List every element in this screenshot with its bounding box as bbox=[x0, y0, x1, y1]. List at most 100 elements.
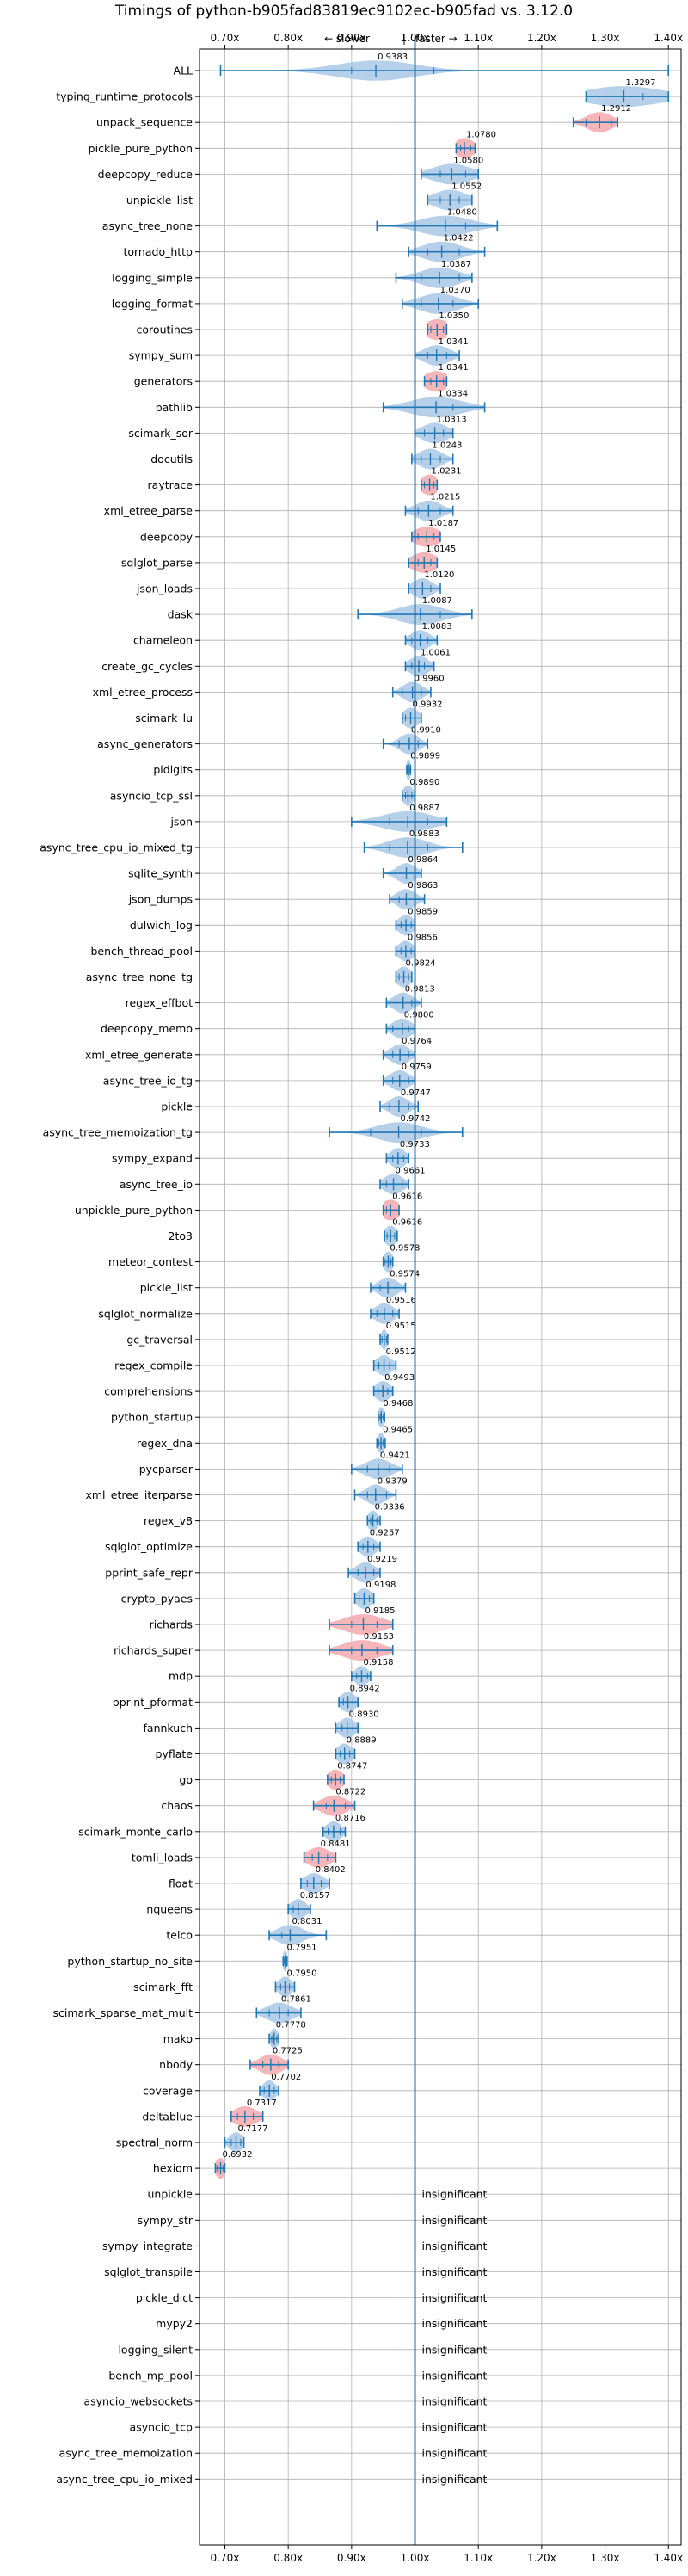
mean-value-label: 0.9379 bbox=[378, 1477, 408, 1487]
mean-value-label: 0.8716 bbox=[335, 1814, 366, 1823]
benchmark-label: hexiom bbox=[153, 2162, 193, 2175]
benchmark-label: pathlib bbox=[156, 401, 193, 414]
mean-value-label: 0.9219 bbox=[367, 1555, 397, 1564]
x-tick-label-bottom: 1.10x bbox=[464, 2552, 493, 2564]
x-tick-label-top: 1.10x bbox=[464, 32, 493, 44]
benchmark-label: nqueens bbox=[146, 1903, 193, 1916]
mean-value-label: 0.9163 bbox=[364, 1632, 394, 1642]
benchmark-label: meteor_contest bbox=[108, 1255, 193, 1268]
benchmark-label: comprehensions bbox=[104, 1385, 193, 1398]
benchmark-label: async_tree_none_tg bbox=[86, 971, 193, 983]
mean-value-label: 0.9421 bbox=[380, 1451, 410, 1460]
mean-value-label: 0.9863 bbox=[408, 881, 438, 891]
benchmark-label: tornado_http bbox=[123, 245, 193, 258]
benchmark-label: pprint_pformat bbox=[113, 1696, 193, 1709]
mean-value-label: 0.7177 bbox=[238, 2124, 268, 2134]
x-tick-label-top: 1.20x bbox=[527, 32, 556, 44]
benchmark-label: python_startup bbox=[111, 1411, 193, 1424]
mean-value-label: 0.7317 bbox=[247, 2098, 277, 2108]
benchmark-label: telco bbox=[166, 1929, 193, 1942]
benchmark-label: spectral_norm bbox=[116, 2136, 193, 2149]
mean-value-label: 0.9616 bbox=[392, 1218, 422, 1228]
x-tick-label-top: 1.00x bbox=[401, 32, 430, 44]
insignificant-label: insignificant bbox=[422, 2291, 488, 2304]
x-tick-label-bottom: 0.70x bbox=[211, 2552, 240, 2564]
x-tick-label-top: 1.30x bbox=[591, 32, 620, 44]
insignificant-label: insignificant bbox=[422, 2447, 488, 2460]
mean-value-label: 0.8747 bbox=[337, 1762, 367, 1772]
mean-value-label: 1.0243 bbox=[432, 441, 462, 451]
mean-value-label: 0.9960 bbox=[415, 674, 445, 683]
benchmark-label: unpickle bbox=[147, 2188, 193, 2201]
benchmark-label: scimark_lu bbox=[135, 712, 193, 724]
benchmark-label: xml_etree_process bbox=[93, 686, 193, 699]
mean-value-label: 1.0061 bbox=[421, 648, 451, 657]
benchmark-label: regex_compile bbox=[114, 1359, 193, 1372]
benchmark-label: tomli_loads bbox=[132, 1851, 193, 1864]
chart-title: Timings of python-b905fad83819ec9102ec-b… bbox=[114, 3, 573, 20]
subtitle-faster: faster → bbox=[415, 33, 458, 45]
mean-value-label: 1.0341 bbox=[439, 337, 469, 347]
mean-value-label: 0.9890 bbox=[409, 778, 439, 787]
mean-value-label: 0.8402 bbox=[316, 1865, 346, 1875]
x-tick-label-bottom: 1.00x bbox=[401, 2552, 430, 2564]
x-tick-label-bottom: 1.40x bbox=[654, 2552, 683, 2564]
benchmark-label: go bbox=[179, 1773, 193, 1786]
mean-value-label: 1.0580 bbox=[453, 156, 483, 165]
mean-value-label: 0.9516 bbox=[386, 1296, 416, 1305]
mean-value-label: 0.9198 bbox=[366, 1581, 396, 1590]
mean-value-label: 1.0313 bbox=[437, 415, 467, 424]
benchmark-label: xml_etree_generate bbox=[85, 1048, 193, 1061]
benchmark-label: unpickle_list bbox=[126, 194, 193, 206]
mean-value-label: 0.9468 bbox=[383, 1399, 413, 1408]
benchmark-label: async_tree_memoization_tg bbox=[43, 1126, 193, 1139]
benchmark-label: async_tree_none bbox=[102, 219, 194, 232]
mean-value-label: 0.8930 bbox=[349, 1710, 379, 1719]
benchmark-label: mdp bbox=[169, 1670, 193, 1683]
mean-value-label: 0.9932 bbox=[413, 700, 443, 710]
benchmark-label: deepcopy bbox=[140, 530, 194, 543]
benchmark-label: coroutines bbox=[137, 324, 193, 336]
mean-value-label: 0.9764 bbox=[402, 1037, 432, 1046]
benchmark-label: pickle_pure_python bbox=[89, 142, 193, 155]
mean-value-label: 0.9910 bbox=[411, 726, 441, 736]
benchmark-label: deepcopy_reduce bbox=[98, 168, 194, 181]
benchmark-label: xml_etree_parse bbox=[104, 504, 194, 517]
mean-value-label: 0.9824 bbox=[406, 959, 436, 969]
benchmark-label: bench_thread_pool bbox=[90, 945, 193, 958]
benchmark-label: deepcopy_memo bbox=[101, 1022, 193, 1035]
x-tick-label-bottom: 0.80x bbox=[273, 2552, 303, 2564]
benchmark-label: dulwich_log bbox=[130, 919, 193, 932]
mean-value-label: 1.0231 bbox=[432, 467, 462, 477]
benchmark-label: asyncio_tcp_ssl bbox=[110, 789, 193, 802]
mean-value-label: 0.8481 bbox=[321, 1840, 351, 1849]
mean-value-label: 0.9465 bbox=[383, 1425, 413, 1434]
benchmark-label: async_tree_memoization bbox=[59, 2447, 193, 2460]
mean-value-label: 0.9512 bbox=[386, 1347, 416, 1357]
benchmark-label: async_tree_cpu_io_mixed bbox=[56, 2473, 193, 2486]
mean-value-label: 0.7725 bbox=[273, 2047, 303, 2056]
benchmark-label: dask bbox=[168, 608, 194, 621]
mean-value-label: 0.9336 bbox=[375, 1503, 405, 1513]
benchmark-label: regex_dna bbox=[137, 1437, 193, 1450]
mean-value-label: 0.9813 bbox=[405, 985, 435, 995]
mean-value-label: 0.8031 bbox=[292, 1917, 322, 1926]
mean-value-label: 0.9578 bbox=[390, 1244, 420, 1254]
benchmark-label: python_startup_no_site bbox=[67, 1955, 193, 1968]
mean-value-label: 1.0087 bbox=[422, 596, 452, 606]
insignificant-label: insignificant bbox=[422, 2421, 488, 2434]
benchmark-label: asyncio_websockets bbox=[83, 2395, 193, 2408]
benchmark-label: bench_mp_pool bbox=[108, 2369, 193, 2382]
marks-layer: 0.9383 1.3297 1.2912 1.0780 1.0580 1.0552 1.04… bbox=[214, 37, 670, 2545]
benchmark-label: docutils bbox=[150, 453, 193, 465]
benchmark-label: pycparser bbox=[139, 1463, 194, 1476]
mean-value-label: 0.9493 bbox=[384, 1373, 415, 1383]
benchmark-label: pickle_dict bbox=[136, 2291, 193, 2304]
mean-value-label: 1.3297 bbox=[625, 78, 655, 88]
benchmark-label: sqlite_synth bbox=[128, 867, 193, 880]
benchmark-label: async_tree_cpu_io_mixed_tg bbox=[40, 841, 193, 854]
benchmark-label: ALL bbox=[174, 65, 194, 77]
insignificant-label: insignificant bbox=[422, 2369, 488, 2382]
